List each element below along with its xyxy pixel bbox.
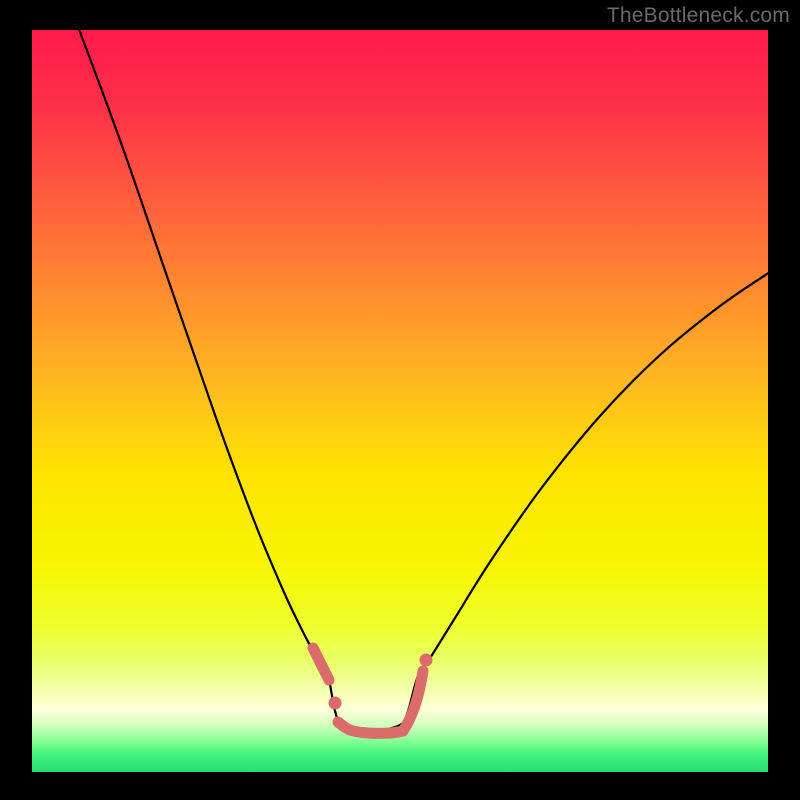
plot-background (32, 30, 768, 772)
chart-stage: TheBottleneck.com (0, 0, 800, 800)
bottleneck-curve-chart (0, 0, 800, 800)
watermark-text: TheBottleneck.com (607, 4, 790, 28)
